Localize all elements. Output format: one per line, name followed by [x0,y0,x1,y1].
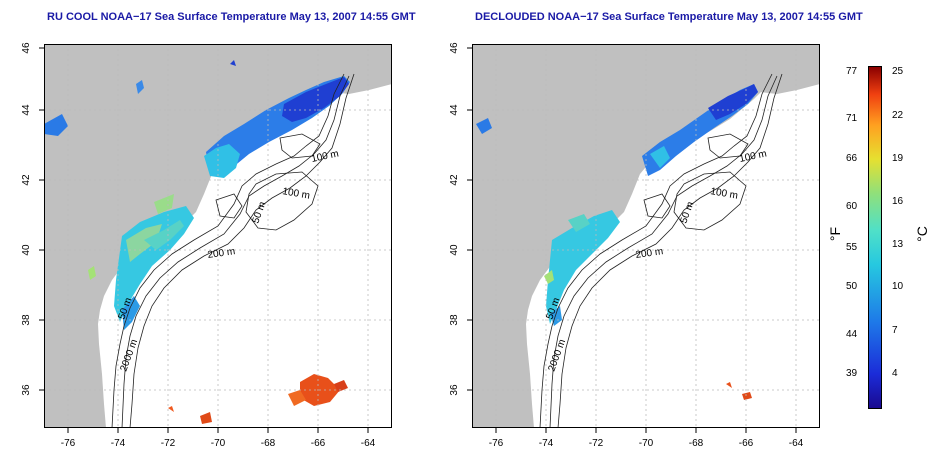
celsius-label: 10 [892,281,904,292]
right-sst-map-panel: 100 m 100 m 50 m 200 m 50 m 2000 m [472,44,820,428]
celsius-label: 19 [892,153,904,164]
sst-data [44,60,350,424]
fahrenheit-label: 66 [846,153,858,164]
y-tick-label: 42 [21,174,32,186]
x-tick-label: -72 [589,438,604,449]
x-tick-label: -76 [61,438,76,449]
fahrenheit-unit-label: °F [827,226,844,242]
y-tick-label: 44 [449,104,460,116]
celsius-label: 13 [892,239,904,250]
x-tick-label: -72 [161,438,176,449]
x-tick-label: -70 [211,438,226,449]
celsius-label: 7 [892,325,898,336]
fahrenheit-label: 55 [846,242,858,253]
bathymetry-contours [111,73,355,428]
right-sst-map: 100 m 100 m 50 m 200 m 50 m 2000 m [472,44,820,428]
left-map-title: RU COOL NOAA−17 Sea Surface Temperature … [47,11,416,23]
contour-label-200m: 200 m [207,246,236,261]
y-tick-label: 38 [21,314,32,326]
y-tick-label: 38 [449,314,460,326]
left-sst-map: 100 m 100 m 50 m 200 m 50 m 2000 m [44,44,392,428]
left-x-axis: -76 -74 -72 -70 -68 -66 -64 [61,438,376,449]
x-tick-label: -66 [311,438,326,449]
x-tick-label: -70 [639,438,654,449]
sst-data [476,84,758,400]
x-tick-label: -74 [539,438,554,449]
y-tick-label: 40 [21,244,32,256]
y-tick-label: 46 [21,42,32,54]
map-frame [44,44,392,428]
fahrenheit-label: 39 [846,368,858,379]
contour-label-100m-b: 100 m [709,186,738,202]
fahrenheit-label: 44 [846,329,858,340]
contour-label-100m-b: 100 m [281,186,310,202]
x-tick-label: -64 [789,438,804,449]
x-tick-label: -74 [111,438,126,449]
tick-marks [39,47,797,433]
celsius-label: 4 [892,368,898,379]
x-tick-label: -68 [689,438,704,449]
fahrenheit-label: 60 [846,201,858,212]
graticule [44,44,392,428]
right-x-axis: -76 -74 -72 -70 -68 -66 -64 [489,438,804,449]
x-tick-label: -66 [739,438,754,449]
contour-label-200m: 200 m [635,246,664,261]
celsius-label: 16 [892,196,904,207]
y-tick-label: 36 [21,384,32,396]
fahrenheit-label: 77 [846,66,858,77]
graticule [472,44,820,428]
colorbar-gradient [868,66,882,409]
y-tick-label: 44 [21,104,32,116]
celsius-label: 25 [892,66,904,77]
x-tick-label: -68 [261,438,276,449]
y-tick-label: 40 [449,244,460,256]
y-tick-label: 42 [449,174,460,186]
celsius-unit-label: °C [913,226,930,242]
x-tick-label: -76 [489,438,504,449]
temperature-colorbar [868,66,882,409]
y-tick-label: 46 [449,42,460,54]
bathymetry-contours [539,73,783,428]
right-y-axis: 36 38 40 42 44 46 [449,42,460,396]
celsius-label: 22 [892,110,904,121]
left-y-axis: 36 38 40 42 44 46 [21,42,32,396]
fahrenheit-label: 50 [846,281,858,292]
x-tick-label: -64 [361,438,376,449]
left-sst-map-panel: 100 m 100 m 50 m 200 m 50 m 2000 m [44,44,392,428]
fahrenheit-label: 71 [846,113,858,124]
y-tick-label: 36 [449,384,460,396]
map-frame [472,44,820,428]
right-map-title: DECLOUDED NOAA−17 Sea Surface Temperatur… [475,11,863,23]
